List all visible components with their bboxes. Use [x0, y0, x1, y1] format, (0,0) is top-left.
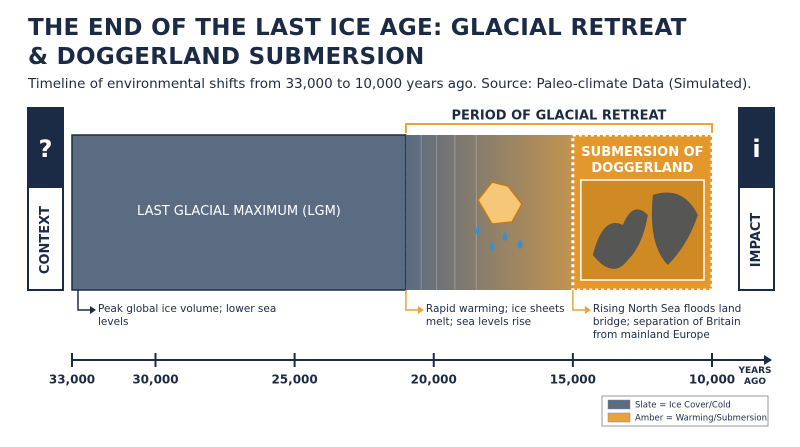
- period-label: LAST GLACIAL MAXIMUM (LGM): [137, 203, 341, 219]
- legend-label: Amber = Warming/Submersion: [635, 414, 767, 424]
- event-text: Peak global ice volume; lower sea levels: [98, 303, 277, 328]
- sidebar-icon: i: [752, 135, 760, 163]
- x-tick-label: 10,000: [689, 373, 735, 387]
- x-tick-label: 33,000: [49, 373, 95, 387]
- sidebar-label: IMPACT: [749, 213, 764, 268]
- bracket-label: PERIOD OF GLACIAL RETREAT: [451, 109, 666, 124]
- title: THE END OF THE LAST ICE AGE: GLACIAL RET…: [28, 15, 687, 70]
- drop: [489, 241, 495, 251]
- event-arrow: [90, 306, 96, 314]
- legend-swatch: [607, 399, 631, 410]
- period-bar: [71, 134, 407, 291]
- sidebar-label: CONTEXT: [38, 206, 53, 274]
- drop: [517, 239, 523, 249]
- stamp-label: SUBMERSION OF DOGGERLAND: [581, 145, 704, 176]
- event-pointer: [405, 290, 420, 311]
- event-text: Rapid warming; ice sheets melt; sea leve…: [425, 303, 565, 328]
- sidebar-head: [739, 108, 774, 188]
- x-tick-label: 30,000: [132, 373, 178, 387]
- event-text: Rising North Sea floods land bridge; sep…: [592, 303, 742, 341]
- subtitle: Timeline of environmental shifts from 33…: [28, 76, 752, 92]
- event-pointer: [572, 290, 587, 311]
- drop: [502, 231, 508, 241]
- event-pointer: [77, 290, 92, 311]
- bracket: [404, 123, 713, 133]
- x-tick-label: 25,000: [271, 373, 317, 387]
- sidebar-head: [28, 108, 63, 188]
- axis-arrow: [764, 355, 772, 365]
- iceberg: [477, 181, 523, 225]
- x-tick-label: 20,000: [411, 373, 457, 387]
- legend-label: Slate = Ice Cover/Cold: [635, 401, 731, 411]
- event-arrow: [417, 306, 424, 314]
- x-axis-label: YEARS AGO: [738, 366, 772, 387]
- event-arrow: [584, 306, 591, 314]
- x-tick-label: 15,000: [550, 373, 596, 387]
- drop: [475, 225, 481, 235]
- legend-swatch: [607, 412, 631, 423]
- sidebar-icon: ?: [39, 135, 53, 163]
- map-land: [592, 192, 698, 269]
